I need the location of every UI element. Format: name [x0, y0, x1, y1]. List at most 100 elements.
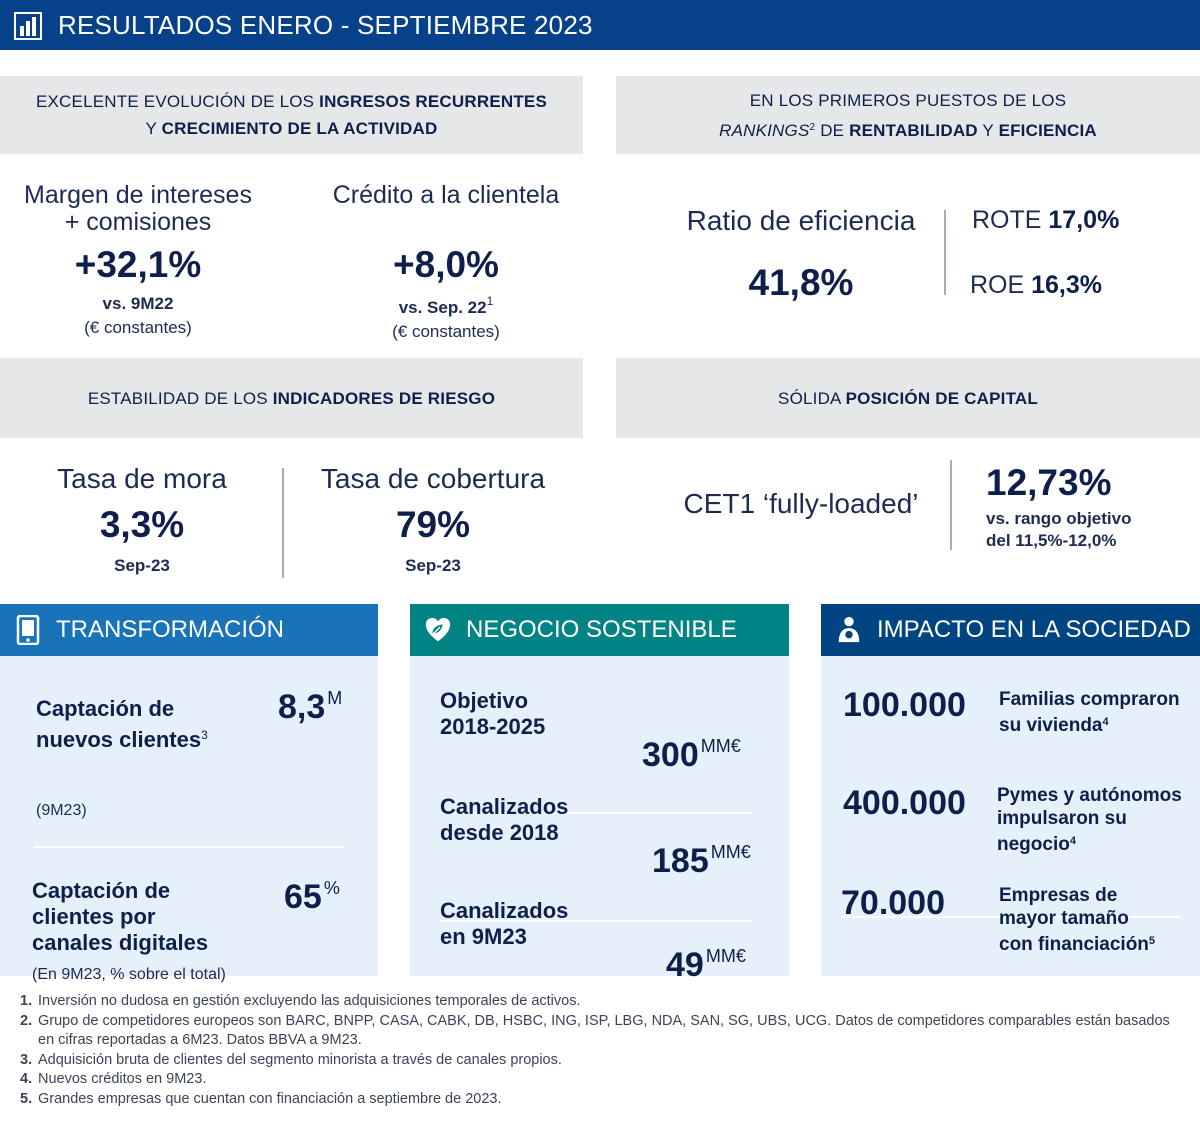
efficiency-label: Ratio de eficiencia	[686, 205, 916, 236]
rote-label: ROTE	[972, 206, 1049, 234]
banner-rankings: EN LOS PRIMEROS PUESTOS DE LOS RANKINGS2…	[616, 76, 1200, 154]
footnote: 1. Inversión no dudosa en gestión excluye…	[20, 992, 1170, 1012]
kpi-date: Sep-23	[114, 556, 170, 575]
kpi-note: (€ constantes)	[392, 322, 500, 341]
panel-sostenible: NEGOCIO SOSTENIBLE Objetivo 2018-2025 30…	[410, 604, 789, 984]
roe-label: ROE	[970, 271, 1032, 299]
kpi-value: +8,0%	[393, 244, 499, 285]
people-icon	[838, 616, 860, 643]
impact-value: 400.000	[843, 784, 966, 822]
footnote-text: Inversión no dudosa en gestión excluyend…	[38, 993, 581, 1009]
metric-value-number: 65	[284, 878, 322, 916]
cet1-note: vs. rango objetivo	[986, 509, 1132, 528]
footnote: 5. Grandes empresas que cuentan con finan…	[20, 1090, 1170, 1110]
metric-label-line: desde 2018	[440, 820, 559, 845]
kpi-label: Tasa de cobertura	[320, 463, 546, 494]
metric-unit: MM€	[705, 946, 746, 966]
metric-value-number: 8,3	[278, 688, 326, 726]
metric-unit: MM€	[700, 736, 741, 756]
metric-unit: M	[327, 688, 343, 708]
metric-label-line: Canalizados	[440, 794, 569, 819]
divider	[282, 468, 284, 578]
kpi-comparison: vs. 9M22	[102, 294, 174, 313]
kpi-note: (€ constantes)	[84, 318, 192, 337]
banner-line: Y CRECIMIENTO DE LA ACTIVIDAD	[146, 115, 438, 142]
impact-text-line: mayor tamaño	[999, 908, 1129, 929]
metric-note: (En 9M23, % sobre el total)	[32, 966, 226, 983]
banner-line: EXCELENTE EVOLUCIÓN DE LOS INGRESOS RECU…	[36, 88, 547, 115]
footnote-text: Grupo de competidores europeos son BARC,…	[38, 1012, 1170, 1049]
banner-line: EN LOS PRIMEROS PUESTOS DE LOS	[749, 90, 1067, 110]
kpi-label: Crédito a la clientela	[332, 181, 560, 209]
impact-text-line: con financiación5	[999, 930, 1155, 956]
kpi-value: 79%	[395, 504, 471, 545]
kpi-value: +32,1%	[74, 244, 202, 285]
footnote-ref: 2	[809, 121, 816, 133]
metric-label-text: nuevos clientes	[36, 727, 202, 752]
banner-line: ESTABILIDAD DE LOS INDICADORES DE RIESGO	[88, 385, 495, 412]
kpi-value: 3,3%	[99, 504, 185, 545]
banner-text: Y	[145, 119, 162, 138]
cet1-value: 12,73%	[986, 462, 1112, 503]
banner-bold-text: POSICIÓN DE CAPITAL	[845, 388, 1038, 408]
impact-text-line: Pymes y autónomos	[997, 785, 1182, 806]
metric-value-number: 300	[642, 736, 699, 774]
rote-metric: ROTE 17,0%	[972, 206, 1119, 235]
footnote-ref: 4	[1102, 716, 1109, 728]
impact-text-line: su vivienda4	[999, 711, 1180, 737]
metric-label-line: 2018-2025	[440, 714, 546, 739]
metric-value: 185 MM€	[652, 842, 751, 881]
divider	[440, 920, 752, 922]
banner-bold-text: EFICIENCIA	[998, 120, 1097, 140]
kpi-comparison: vs. Sep. 221	[306, 294, 586, 318]
footnote-ref: 1	[486, 294, 494, 308]
impact-text: Pymes y autónomos impulsaron su negocio4	[997, 784, 1182, 856]
metric-label: Captación de clientes por canales digita…	[32, 878, 208, 956]
footnote-text: Nuevos créditos en 9M23.	[38, 1071, 207, 1087]
metric-period: (9M23)	[36, 802, 87, 819]
panel-body: Objetivo 2018-2025 300 MM€ Canalizados de…	[410, 656, 789, 984]
banner-line: RANKINGS2 DE RENTABILIDAD Y EFICIENCIA	[719, 114, 1097, 144]
footnote-ref: 3	[201, 728, 208, 742]
banner-bold-text: INGRESOS RECURRENTES	[319, 92, 548, 111]
impact-value: 100.000	[843, 686, 966, 724]
metric-label: Canalizados desde 2018	[440, 794, 568, 846]
impact-text-line: negocio4	[997, 830, 1182, 856]
kpi-margin: Margen de intereses + comisiones +32,1% …	[0, 182, 276, 338]
banner-capital: SÓLIDA POSICIÓN DE CAPITAL	[616, 358, 1200, 438]
metric-label-line: clientes por	[32, 904, 156, 929]
banner-income: EXCELENTE EVOLUCIÓN DE LOS INGRESOS RECU…	[0, 76, 583, 154]
banner-italic-text: RANKINGS	[719, 120, 810, 140]
metric-value-number: 49	[666, 946, 704, 984]
banner-text: DE	[815, 120, 850, 140]
banner-text: Y	[977, 120, 999, 140]
tablet-icon	[16, 615, 40, 645]
impact-value: 70.000	[841, 884, 945, 922]
footnote-text: Grandes empresas que cuentan con financi…	[38, 1090, 502, 1107]
header-bar: RESULTADOS ENERO - SEPTIEMBRE 2023	[0, 0, 1200, 50]
metric-label-line: Captación de	[36, 696, 175, 721]
panel-body: 100.000 Familias compraron su vivienda4 …	[821, 656, 1200, 976]
metric-value: 65%	[284, 878, 340, 917]
metric-label-line: Canalizados	[440, 898, 569, 923]
impact-text-line: Familias compraron	[999, 689, 1180, 710]
banner-bold-text: RENTABILIDAD	[849, 120, 978, 140]
panel-header: NEGOCIO SOSTENIBLE	[410, 604, 789, 656]
banner-line: SÓLIDA POSICIÓN DE CAPITAL	[778, 385, 1038, 412]
roe-metric: ROE 16,3%	[970, 271, 1102, 300]
banner-text: EXCELENTE EVOLUCIÓN DE LOS	[35, 92, 320, 111]
cet1-label: CET1 ‘fully-loaded’	[683, 488, 919, 519]
metric-label: Objetivo 2018-2025	[440, 688, 545, 740]
footnote-ref: 4	[1069, 835, 1076, 847]
metric-value-number: 185	[652, 842, 709, 880]
kpi-label: + comisiones	[64, 208, 212, 236]
metric-label-line: canales digitales	[32, 930, 209, 955]
panel-header: IMPACTO EN LA SOCIEDAD	[821, 604, 1200, 656]
cet1-block: 12,73% vs. rango objetivo del 11,5%-12,0…	[986, 462, 1131, 552]
divider	[440, 812, 752, 814]
footnote-number: 4.	[20, 1071, 33, 1087]
footnote-number: 2.	[20, 1012, 33, 1029]
kpi-label: Margen de intereses	[24, 181, 252, 209]
banner-text: SÓLIDA	[778, 388, 846, 408]
divider	[841, 916, 1181, 918]
